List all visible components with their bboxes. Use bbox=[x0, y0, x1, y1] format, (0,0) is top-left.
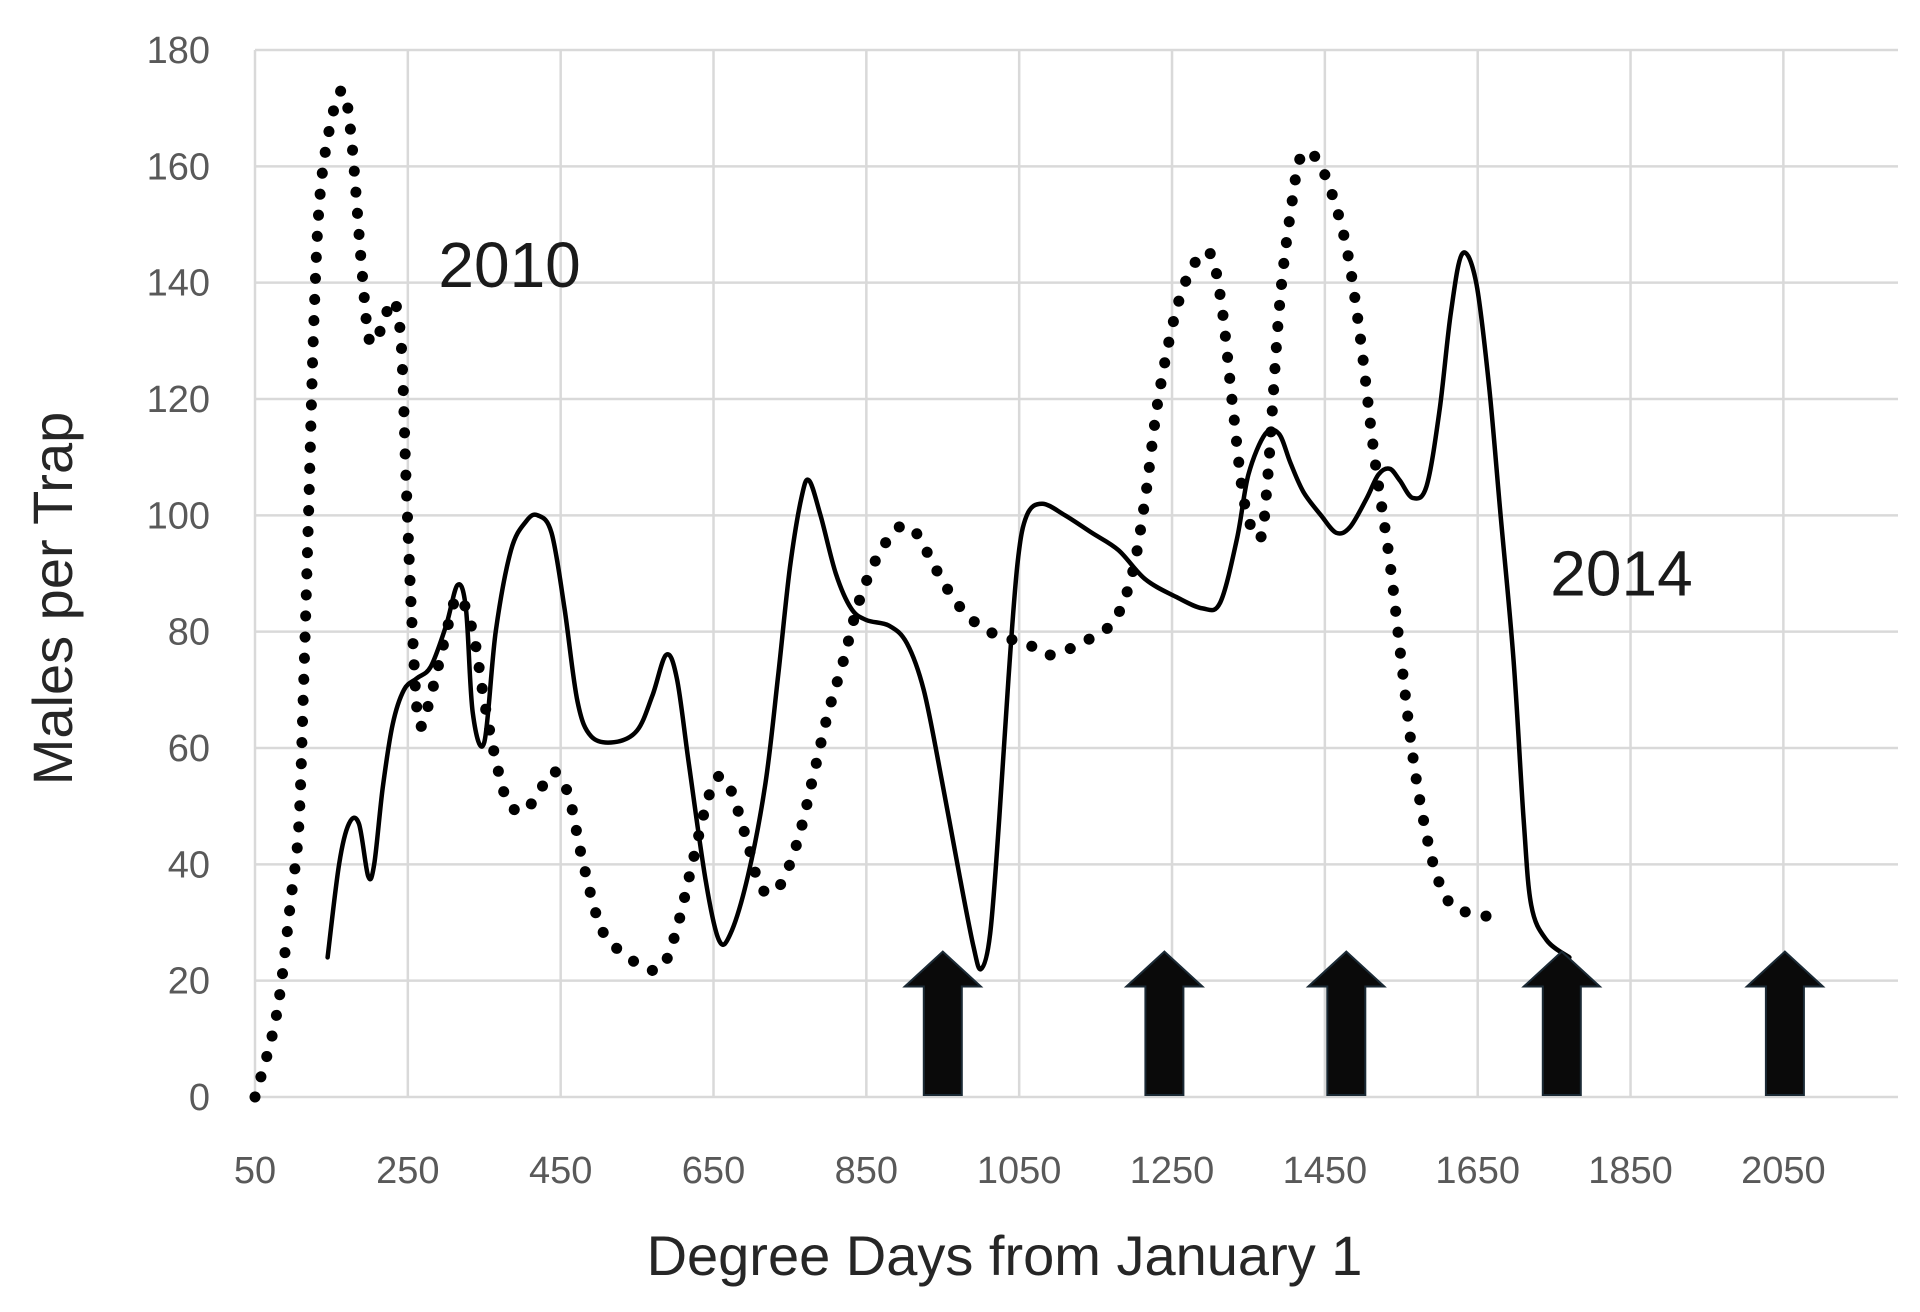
arrow-marker bbox=[902, 950, 984, 1096]
y-tick-label: 80 bbox=[168, 612, 210, 654]
x-tick-label: 1250 bbox=[1130, 1150, 1215, 1192]
x-tick-label: 850 bbox=[835, 1150, 898, 1192]
series-label-2014: 2014 bbox=[1550, 538, 1692, 610]
y-tick-label: 60 bbox=[168, 728, 210, 770]
y-tick-label: 180 bbox=[147, 30, 210, 72]
series-line-2014 bbox=[325, 250, 1572, 972]
y-tick-label: 0 bbox=[189, 1077, 210, 1119]
series bbox=[249, 84, 1572, 1103]
x-tick-label: 1450 bbox=[1283, 1150, 1368, 1192]
x-tick-label: 250 bbox=[376, 1150, 439, 1192]
series-label-2010: 2010 bbox=[438, 229, 580, 301]
y-axis-title: Males per Trap bbox=[21, 412, 84, 786]
arrows bbox=[902, 950, 1826, 1096]
x-tick-label: 1850 bbox=[1588, 1150, 1673, 1192]
y-axis-ticks: 0 20 40 60 80 100 120 140 160 180 bbox=[147, 30, 210, 1119]
y-tick-label: 160 bbox=[147, 146, 210, 188]
y-tick-label: 20 bbox=[168, 961, 210, 1003]
x-axis-ticks: 50 250 450 650 850 1050 1250 1450 1650 1850 2050 bbox=[234, 1150, 1826, 1192]
x-axis-title: Degree Days from January 1 bbox=[647, 1224, 1363, 1287]
arrow-marker bbox=[1123, 950, 1205, 1096]
x-tick-label: 450 bbox=[529, 1150, 592, 1192]
x-tick-label: 650 bbox=[682, 1150, 745, 1192]
arrow-marker bbox=[1521, 950, 1603, 1096]
y-tick-label: 40 bbox=[168, 844, 210, 886]
x-tick-label: 50 bbox=[234, 1150, 276, 1192]
series-line-2010 bbox=[249, 84, 1495, 1103]
x-tick-label: 2050 bbox=[1741, 1150, 1826, 1192]
x-tick-label: 1050 bbox=[977, 1150, 1062, 1192]
y-tick-label: 120 bbox=[147, 379, 210, 421]
y-tick-label: 140 bbox=[147, 263, 210, 305]
arrow-marker bbox=[1744, 950, 1826, 1096]
arrow-marker bbox=[1305, 950, 1387, 1096]
y-tick-label: 100 bbox=[147, 495, 210, 537]
x-tick-label: 1650 bbox=[1435, 1150, 1520, 1192]
